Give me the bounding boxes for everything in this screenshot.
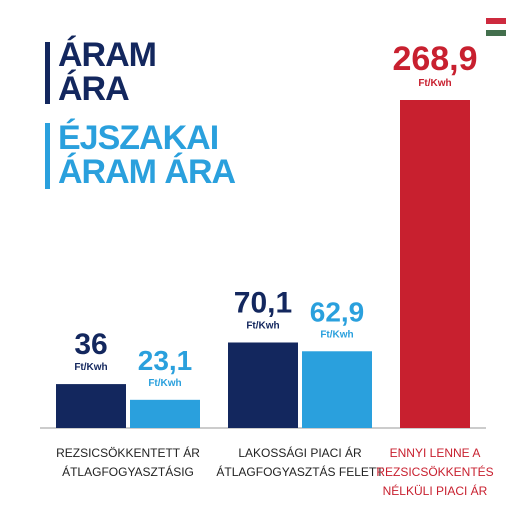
unit-label: Ft/Kwh <box>320 329 353 340</box>
value-label: 23,1 <box>138 345 193 376</box>
legend-entry: ÉJSZAKAI ÁRAM ÁRA <box>58 119 236 191</box>
x-tick-label: ENNYI LENNE A REZSICSÖKKENTÉS NÉLKÜLI PI… <box>376 446 494 498</box>
value-label: 36 <box>74 328 107 361</box>
bar <box>228 342 298 428</box>
bar <box>302 351 372 428</box>
value-label: 268,9 <box>392 40 477 78</box>
flag <box>486 18 506 36</box>
x-tick-label: REZSICSÖKKENTETT ÁR ÁTLAGFOGYASZTÁSIG <box>56 446 200 479</box>
unit-label: Ft/Kwh <box>418 78 451 89</box>
bar <box>130 399 200 428</box>
legend-bar <box>45 42 50 104</box>
legend-entry: ÁRAM ÁRA <box>58 36 157 108</box>
value-label: 62,9 <box>310 296 365 327</box>
x-tick-label: LAKOSSÁGI PIACI ÁR ÁTLAGFOGYASZTÁS FELET… <box>216 446 384 479</box>
bar <box>56 384 126 428</box>
legend-bar <box>45 123 50 189</box>
unit-label: Ft/Kwh <box>148 378 181 389</box>
unit-label: Ft/Kwh <box>246 320 279 331</box>
bar <box>400 100 470 428</box>
unit-label: Ft/Kwh <box>74 362 107 373</box>
value-label: 70,1 <box>234 286 292 319</box>
